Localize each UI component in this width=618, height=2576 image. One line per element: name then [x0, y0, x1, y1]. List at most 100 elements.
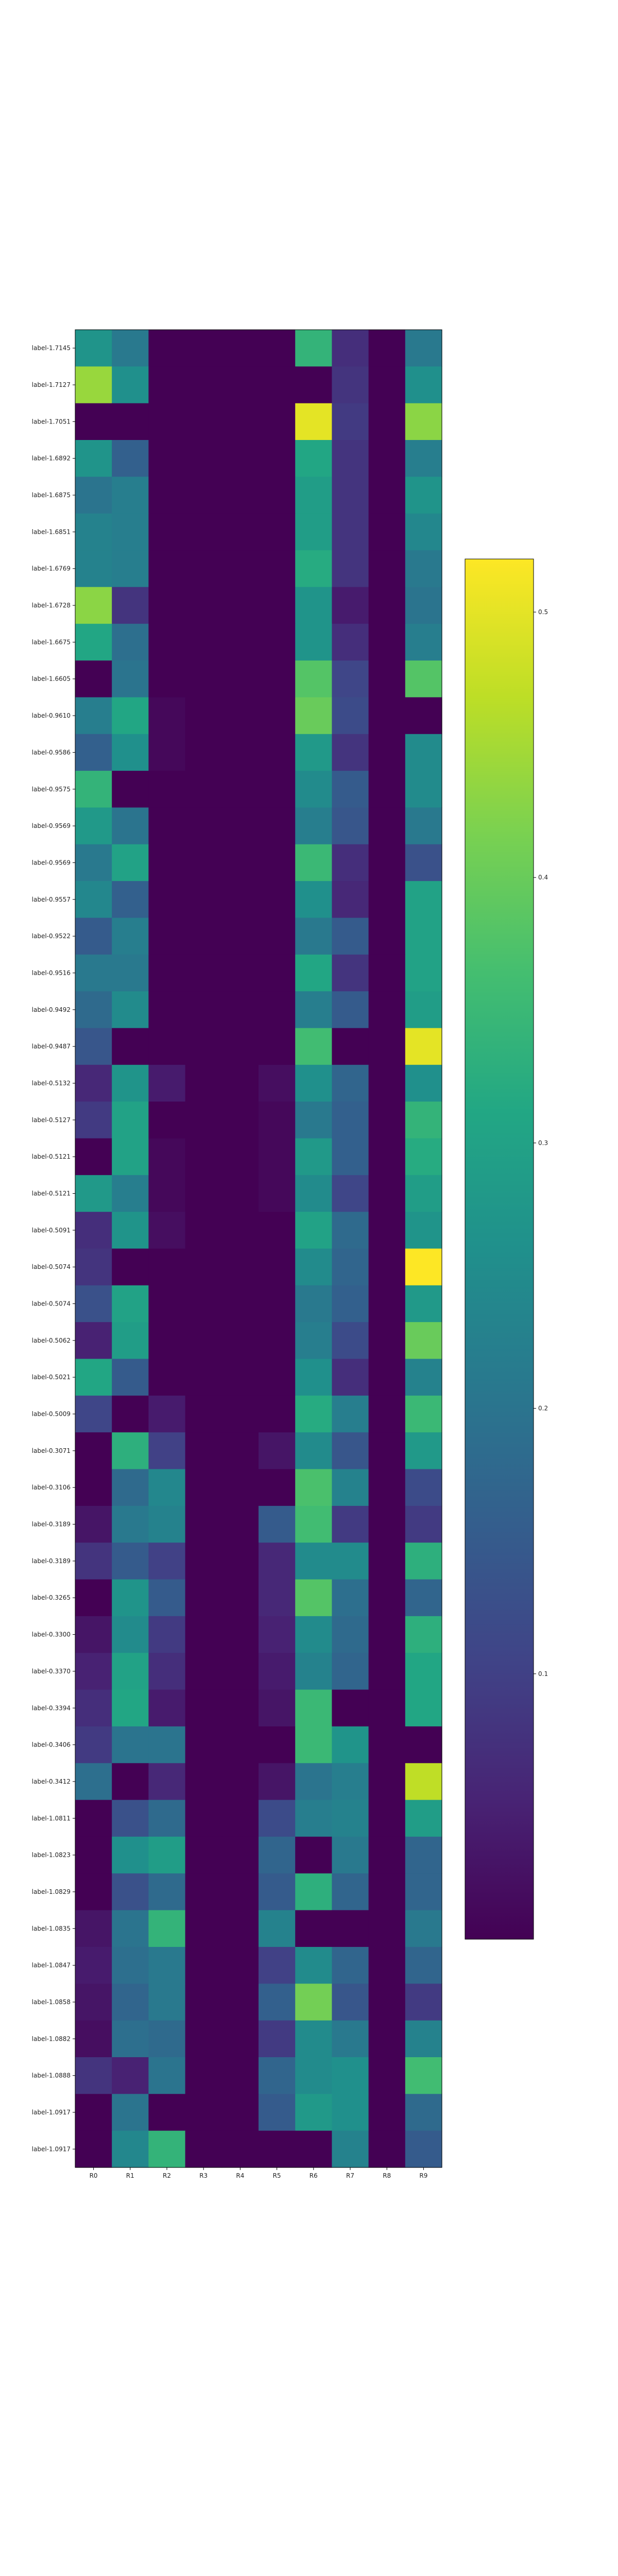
heatmap-cell [148, 1836, 186, 1874]
heatmap-cell [148, 954, 186, 992]
heatmap-cell [368, 513, 406, 551]
heatmap-cell [185, 2094, 222, 2131]
heatmap-cell [185, 1910, 222, 1947]
heatmap-cell [259, 1359, 296, 1396]
heatmap-cell [221, 1248, 259, 1286]
heatmap-cell [75, 2057, 112, 2094]
heatmap-cell [259, 1285, 296, 1323]
heatmap-cell [185, 1248, 222, 1286]
heatmap-cell [221, 1726, 259, 1764]
heatmap-cell [368, 623, 406, 661]
heatmap-cell [185, 807, 222, 845]
heatmap-cell [221, 991, 259, 1029]
heatmap-cell [405, 1322, 442, 1360]
heatmap-cell [332, 734, 369, 771]
heatmap-cell [185, 1873, 222, 1911]
heatmap-cell [259, 1836, 296, 1874]
heatmap-cell [332, 1763, 369, 1801]
heatmap-cell [259, 1175, 296, 1212]
heatmap-cell [259, 734, 296, 771]
heatmap-cell [148, 1395, 186, 1433]
heatmap-cell [148, 1984, 186, 2021]
heatmap-cell [332, 1616, 369, 1653]
heatmap-cell [185, 697, 222, 735]
heatmap-cell [295, 1543, 332, 1580]
y-tick-label: label-0.9586 [32, 749, 71, 756]
heatmap-cell [368, 1248, 406, 1286]
y-tick-label: label-0.9610 [32, 712, 71, 719]
heatmap-cell [332, 1322, 369, 1360]
heatmap-cell [148, 403, 186, 440]
heatmap-cell [221, 1175, 259, 1212]
y-tick-label: label-1.7145 [32, 345, 71, 352]
heatmap-cell [259, 1579, 296, 1617]
heatmap-cell [185, 623, 222, 661]
heatmap-cell [332, 1689, 369, 1727]
heatmap-cell [332, 1946, 369, 1984]
heatmap-cell [75, 1946, 112, 1984]
heatmap-cell [368, 660, 406, 698]
heatmap-cell [148, 1432, 186, 1470]
y-tick-label: label-1.6728 [32, 602, 71, 609]
heatmap-cell [75, 1469, 112, 1506]
heatmap-cell [259, 1726, 296, 1764]
heatmap-cell [332, 1873, 369, 1911]
heatmap-cell [405, 1175, 442, 1212]
y-tick-label: label-0.9492 [32, 1006, 71, 1013]
heatmap-cell [75, 1028, 112, 1065]
heatmap-cell [295, 440, 332, 477]
y-tick-label: label-0.3394 [32, 1704, 71, 1711]
heatmap-cell [259, 330, 296, 367]
heatmap-cell [259, 1028, 296, 1065]
heatmap-cell [368, 918, 406, 955]
heatmap-cell [332, 2057, 369, 2094]
heatmap-cell [368, 1175, 406, 1212]
heatmap-cell [295, 623, 332, 661]
heatmap-cell [221, 1285, 259, 1323]
heatmap-cell [332, 697, 369, 735]
heatmap-cell [295, 403, 332, 440]
heatmap-cell [112, 1359, 149, 1396]
heatmap-cell [405, 2020, 442, 2058]
heatmap-cell [259, 2094, 296, 2131]
heatmap-cell [112, 1285, 149, 1323]
heatmap-cell [148, 1285, 186, 1323]
heatmap-cell [112, 1505, 149, 1543]
heatmap-cell [112, 954, 149, 992]
heatmap-cell [295, 697, 332, 735]
heatmap-cell [332, 660, 369, 698]
heatmap-cell [259, 440, 296, 477]
heatmap-cell [405, 660, 442, 698]
y-tick-label: label-1.0917 [32, 2145, 71, 2153]
heatmap-cell [75, 771, 112, 808]
heatmap-cell [259, 366, 296, 404]
heatmap-cell [185, 2130, 222, 2168]
heatmap-cell [75, 1322, 112, 1360]
heatmap-cell [405, 807, 442, 845]
heatmap-cell [148, 807, 186, 845]
y-tick-label: label-0.9516 [32, 969, 71, 976]
heatmap-cell [368, 550, 406, 587]
heatmap-cell [368, 1616, 406, 1653]
heatmap-cell [185, 366, 222, 404]
heatmap-cell [405, 1873, 442, 1911]
heatmap-cell [112, 734, 149, 771]
heatmap-cell [185, 954, 222, 992]
heatmap-cell [405, 881, 442, 919]
heatmap-cell [259, 1653, 296, 1690]
heatmap-cell [405, 2130, 442, 2168]
heatmap-cell [295, 1248, 332, 1286]
heatmap-cell [185, 1285, 222, 1323]
heatmap-cell [295, 771, 332, 808]
heatmap-cell [295, 330, 332, 367]
heatmap-cell [259, 1984, 296, 2021]
heatmap-cell [259, 1395, 296, 1433]
heatmap-cell [112, 881, 149, 919]
heatmap-cell [221, 2057, 259, 2094]
heatmap-cell [332, 623, 369, 661]
heatmap-cell [75, 734, 112, 771]
heatmap-cell [112, 1101, 149, 1139]
heatmap-cell [75, 1543, 112, 1580]
heatmap-cell [112, 330, 149, 367]
heatmap-cell [259, 1543, 296, 1580]
